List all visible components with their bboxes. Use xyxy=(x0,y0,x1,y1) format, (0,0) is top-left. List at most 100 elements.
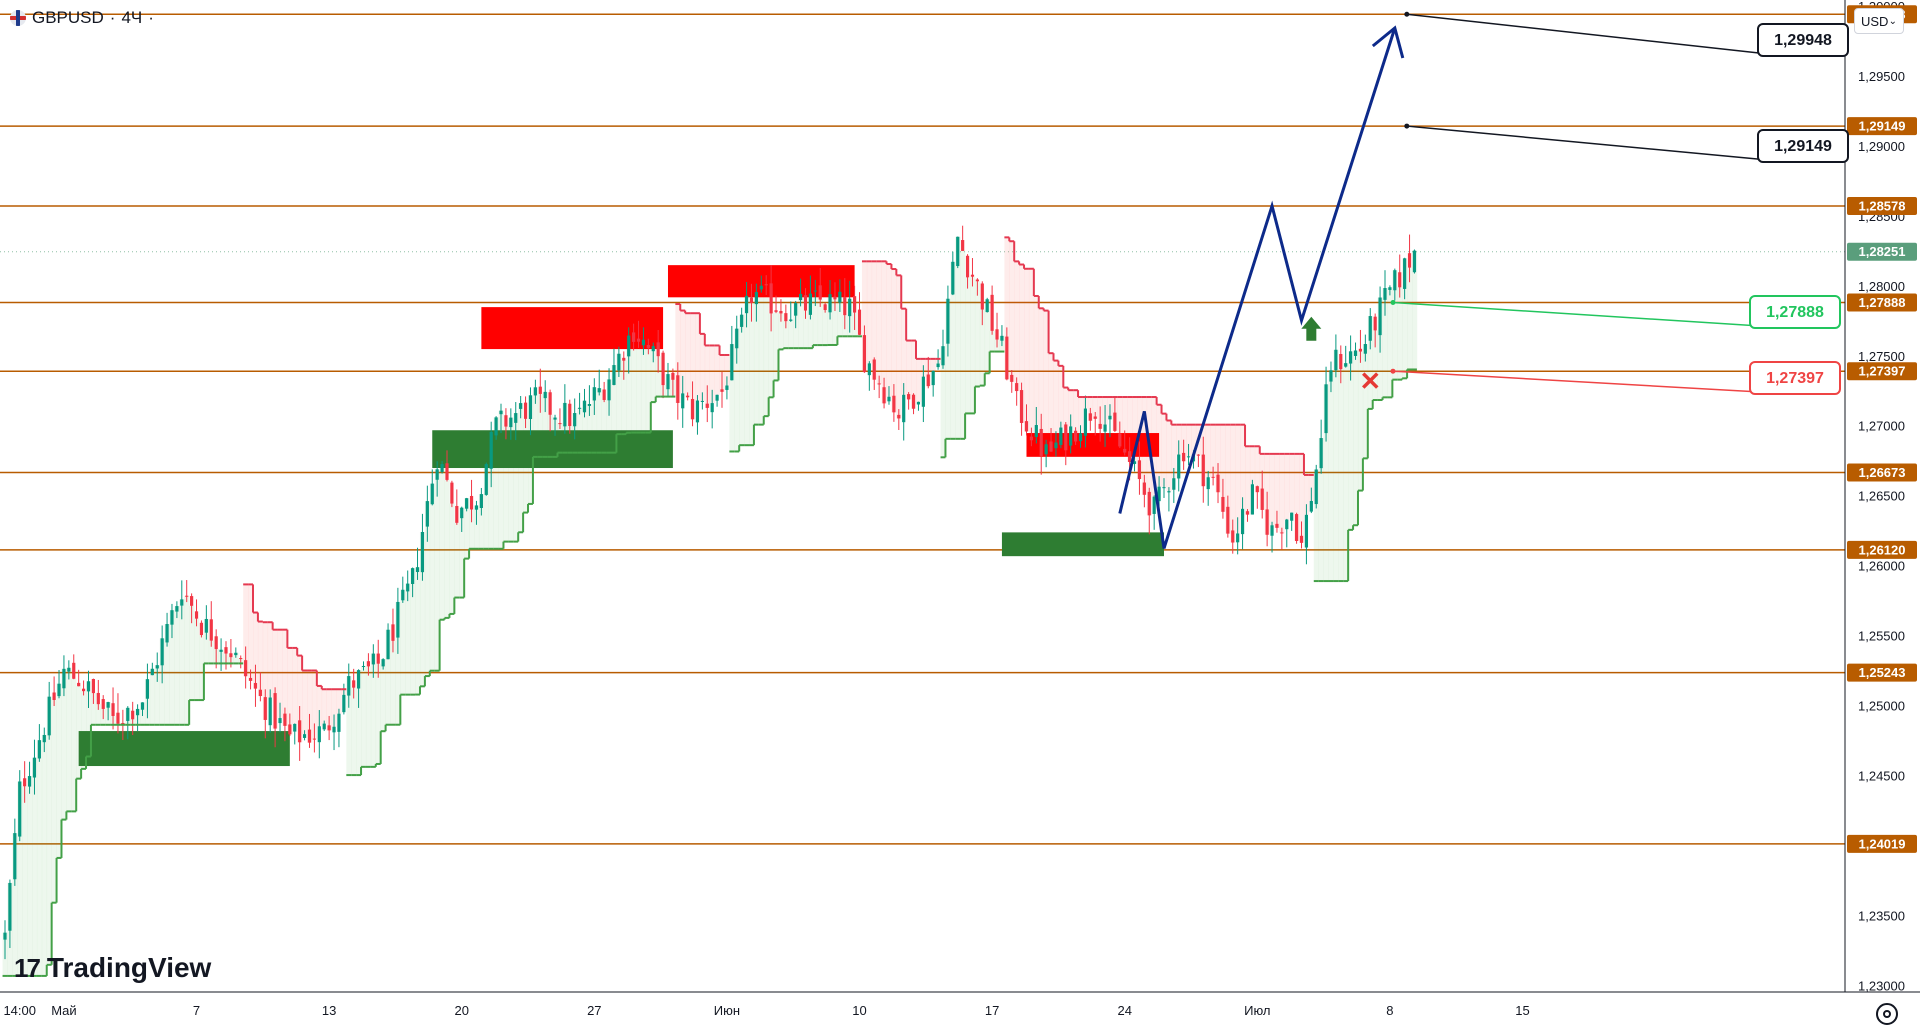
candle xyxy=(1358,329,1363,363)
candle xyxy=(1064,422,1068,466)
candle-body xyxy=(234,652,238,656)
candle xyxy=(843,278,847,330)
candle-body xyxy=(646,345,650,349)
candle-body xyxy=(1211,476,1215,478)
trend-fill xyxy=(827,294,833,345)
candle-body xyxy=(135,708,140,716)
trend-fill xyxy=(1353,350,1359,526)
candle-body xyxy=(1412,250,1417,273)
candle xyxy=(273,687,277,748)
candle-body xyxy=(666,374,670,390)
demand-zone xyxy=(78,731,290,767)
trend-fill xyxy=(316,685,323,727)
candle xyxy=(126,706,130,740)
callout-label: 1,29149 xyxy=(1774,138,1832,155)
candle xyxy=(808,275,813,320)
candle-body xyxy=(415,567,420,573)
trend-fill xyxy=(699,333,706,401)
candle-body xyxy=(911,394,916,409)
candle-body xyxy=(509,417,513,428)
time-tick-label: Июн xyxy=(714,1003,740,1018)
price-tick-label: 1,27500 xyxy=(1858,349,1905,364)
trend-fill xyxy=(724,354,730,386)
trend-fill xyxy=(861,261,868,373)
candle-body xyxy=(1098,423,1102,429)
candle-body xyxy=(160,638,164,666)
trend-fill xyxy=(179,599,185,725)
candle xyxy=(946,285,950,357)
candle-body xyxy=(568,403,572,427)
candle-body xyxy=(406,583,410,592)
trend-fill xyxy=(464,498,470,559)
candle-body xyxy=(140,702,145,710)
candle-body xyxy=(1010,374,1014,382)
candle xyxy=(735,315,739,364)
candle-body xyxy=(1388,287,1392,290)
candle-body xyxy=(37,740,41,759)
candle xyxy=(656,329,660,373)
candle-body xyxy=(327,725,331,731)
candle-body xyxy=(81,688,86,692)
currency-selector[interactable]: USD ⌄ xyxy=(1854,8,1904,34)
candle xyxy=(13,818,17,886)
candle-body xyxy=(627,335,631,357)
level-price-label-bg xyxy=(1847,663,1917,682)
candle xyxy=(744,281,749,328)
trend-fill xyxy=(1348,351,1354,530)
candle-body xyxy=(165,624,169,643)
candle-body xyxy=(823,304,827,311)
candle-body xyxy=(1157,486,1161,502)
candle xyxy=(1255,485,1259,509)
candle xyxy=(941,329,945,369)
trend-fill xyxy=(1412,250,1418,370)
candle-body xyxy=(204,618,208,633)
trend-fill xyxy=(1132,397,1138,462)
candle-body xyxy=(455,505,459,523)
callout-box xyxy=(1749,295,1841,329)
trend-fill xyxy=(577,407,583,453)
candle-body xyxy=(730,344,734,381)
time-tick-label: 20 xyxy=(454,1003,468,1018)
trend-fill xyxy=(606,379,612,453)
trend-fill xyxy=(478,494,485,549)
callout-anchor-dot xyxy=(1404,123,1410,129)
trend-fill xyxy=(1122,397,1128,453)
trailing-stop-fills xyxy=(2,236,1418,976)
candle xyxy=(219,638,223,671)
trend-fill xyxy=(1397,287,1403,380)
candle-body xyxy=(715,394,719,401)
candle-body xyxy=(705,403,709,408)
candle xyxy=(1201,436,1205,503)
candle xyxy=(337,708,341,748)
buy-arrow-icon xyxy=(1301,316,1322,341)
trend-fill xyxy=(650,346,657,403)
candle-body xyxy=(1403,258,1407,289)
trend-fill xyxy=(474,505,480,549)
trend-fill xyxy=(149,668,156,725)
candle xyxy=(1299,521,1304,549)
candle-body xyxy=(690,398,695,420)
candle-body xyxy=(553,417,557,420)
candle xyxy=(484,462,488,496)
candle-body xyxy=(632,332,636,342)
trend-fill xyxy=(896,275,902,419)
logo-text: TradingView xyxy=(46,952,212,983)
gear-icon[interactable] xyxy=(1876,1003,1898,1025)
candle xyxy=(248,669,253,690)
symbol-header[interactable]: GBPUSD · 4Ч · xyxy=(10,8,154,28)
candle-body xyxy=(253,682,258,689)
candle-body xyxy=(27,776,32,787)
trend-fill xyxy=(960,250,966,439)
trend-fill xyxy=(945,298,951,439)
candle-body xyxy=(563,402,567,427)
candle xyxy=(450,480,454,508)
separator-dot: · xyxy=(148,8,154,27)
candle xyxy=(175,601,179,619)
candle-body xyxy=(1358,348,1363,352)
candle-body xyxy=(91,679,95,694)
trend-fill xyxy=(915,358,922,402)
callout-pointer xyxy=(1406,13,1769,55)
candle-body xyxy=(371,653,375,665)
trend-fill xyxy=(248,584,254,681)
